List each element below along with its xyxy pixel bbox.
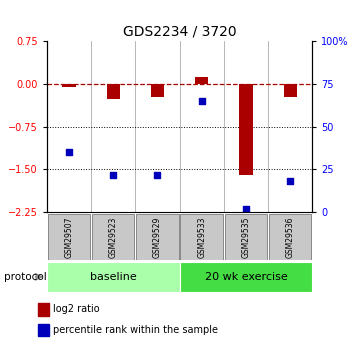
FancyBboxPatch shape bbox=[180, 214, 223, 260]
Point bbox=[110, 172, 116, 177]
FancyBboxPatch shape bbox=[48, 214, 90, 260]
Text: GSM29535: GSM29535 bbox=[242, 216, 251, 258]
Bar bbox=[239, 84, 253, 175]
Point bbox=[66, 150, 72, 155]
Point bbox=[287, 179, 293, 184]
Text: baseline: baseline bbox=[90, 272, 137, 282]
Bar bbox=[283, 84, 297, 97]
Bar bbox=[106, 84, 120, 99]
Text: percentile rank within the sample: percentile rank within the sample bbox=[53, 325, 218, 335]
Point bbox=[155, 172, 160, 177]
Bar bbox=[62, 84, 76, 87]
FancyBboxPatch shape bbox=[225, 214, 267, 260]
Point bbox=[199, 98, 205, 104]
Text: GSM29529: GSM29529 bbox=[153, 217, 162, 258]
Text: protocol: protocol bbox=[4, 272, 46, 282]
Title: GDS2234 / 3720: GDS2234 / 3720 bbox=[123, 25, 236, 39]
Text: GSM29507: GSM29507 bbox=[65, 216, 74, 258]
Bar bbox=[38, 324, 49, 336]
FancyBboxPatch shape bbox=[92, 214, 135, 260]
Text: GSM29533: GSM29533 bbox=[197, 216, 206, 258]
Bar bbox=[195, 77, 208, 84]
FancyBboxPatch shape bbox=[269, 214, 312, 260]
FancyBboxPatch shape bbox=[136, 214, 179, 260]
Bar bbox=[47, 262, 179, 292]
Text: GSM29536: GSM29536 bbox=[286, 216, 295, 258]
Text: 20 wk exercise: 20 wk exercise bbox=[205, 272, 287, 282]
Bar bbox=[38, 303, 49, 316]
Text: log2 ratio: log2 ratio bbox=[53, 304, 99, 314]
Bar bbox=[151, 84, 164, 97]
Point bbox=[243, 206, 249, 211]
Bar bbox=[179, 262, 312, 292]
Text: GSM29523: GSM29523 bbox=[109, 217, 118, 258]
